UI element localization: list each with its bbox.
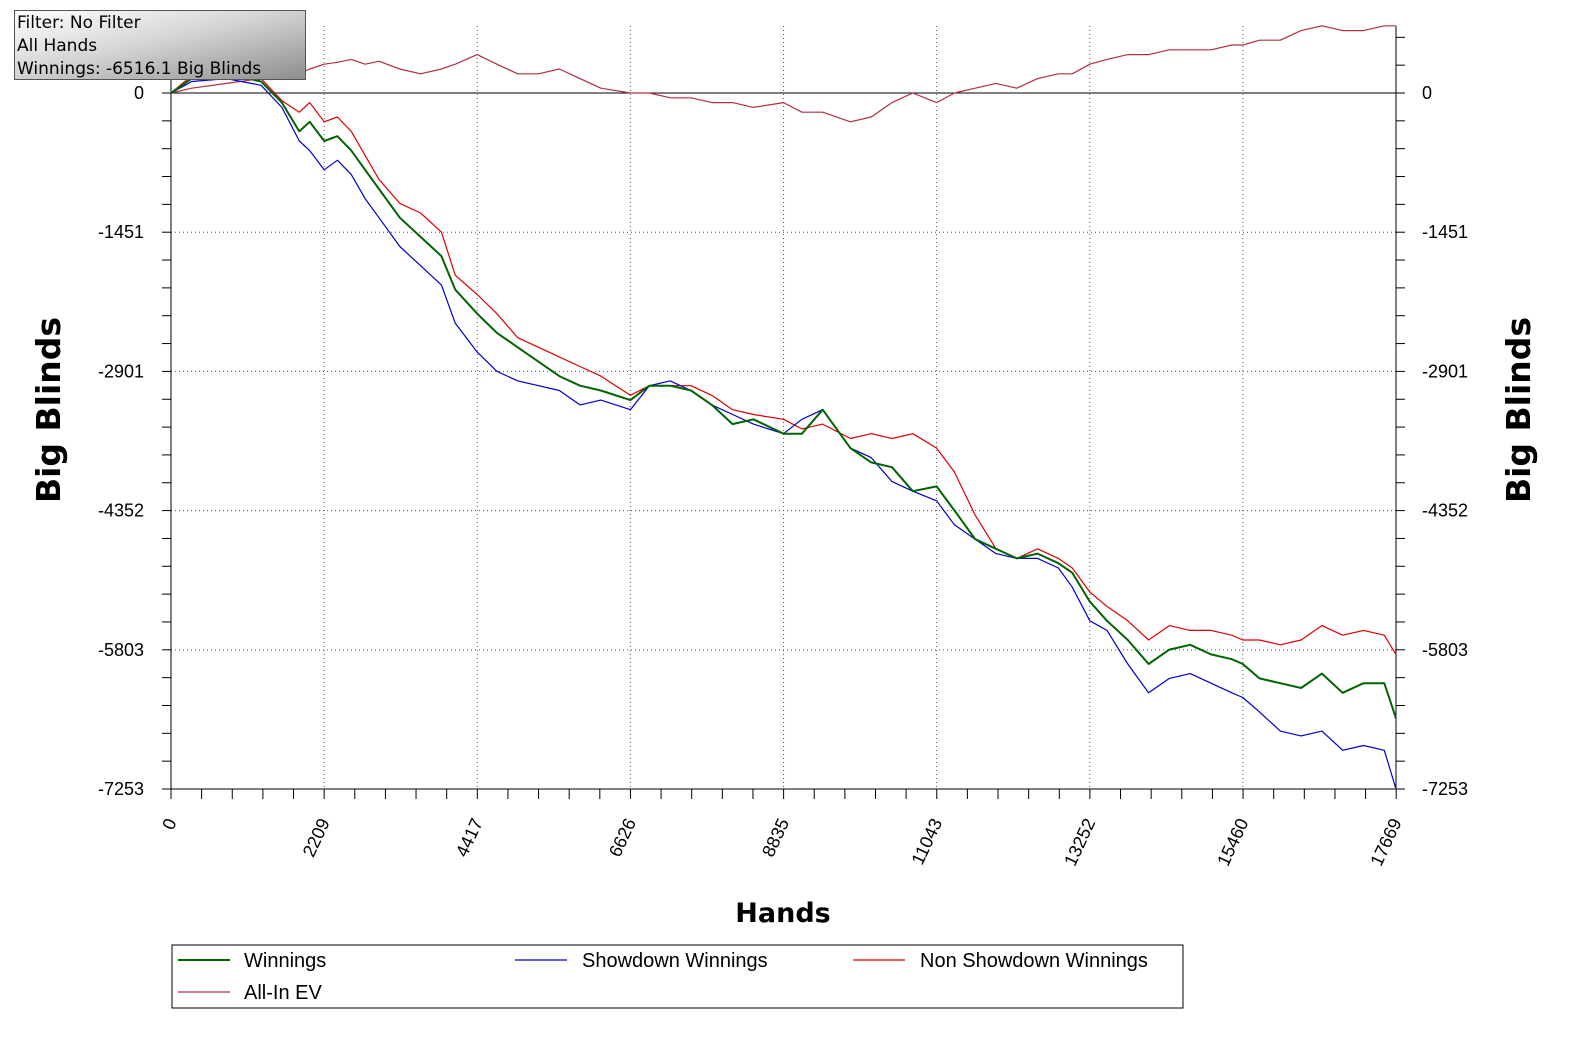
y-tick-label-left: -2901 bbox=[98, 361, 144, 381]
y-axis-title-right: Big Blinds bbox=[1499, 317, 1538, 503]
y-tick-label-right: -4352 bbox=[1422, 501, 1468, 521]
y-tick-label-left: -7253 bbox=[98, 779, 144, 799]
legend-label-all-in-ev: All-In EV bbox=[244, 982, 322, 1004]
legend-label-showdown-winnings: Showdown Winnings bbox=[582, 950, 768, 972]
y-tick-label-left: -5803 bbox=[98, 640, 144, 660]
y-tick-label-left: 0 bbox=[134, 83, 144, 103]
series-lines bbox=[170, 25, 1397, 790]
y-tick-labels-left: 0 -1451 -2901 -4352 -5803 -7253 bbox=[98, 83, 144, 799]
series-line-non-showdown-winnings bbox=[170, 68, 1397, 655]
legend: Winnings Showdown Winnings Non Showdown … bbox=[171, 944, 1184, 1009]
y-tick-label-left: -4352 bbox=[98, 501, 144, 521]
filter-info-box: Filter: No Filter All Hands Winnings: -6… bbox=[14, 10, 306, 80]
y-tick-label-right: -2901 bbox=[1422, 361, 1468, 381]
y-tick-label-left: -1451 bbox=[98, 222, 144, 242]
filter-label: Filter: No Filter bbox=[17, 13, 141, 33]
hands-scope-label: All Hands bbox=[17, 36, 98, 56]
y-tick-label-right: 0 bbox=[1422, 83, 1432, 103]
y-tick-labels-right: 0 -1451 -2901 -4352 -5803 -7253 bbox=[1422, 83, 1468, 799]
winnings-summary-label: Winnings: -6516.1 Big Blinds bbox=[17, 59, 262, 79]
legend-box bbox=[171, 944, 1184, 1009]
legend-label-winnings: Winnings bbox=[244, 950, 326, 972]
y-axis-title-left: Big Blinds bbox=[29, 317, 68, 503]
series-line-all-in-ev bbox=[170, 25, 1396, 123]
y-tick-label-right: -5803 bbox=[1422, 640, 1468, 660]
y-tick-label-right: -1451 bbox=[1422, 222, 1468, 242]
series-line-winnings bbox=[170, 72, 1397, 719]
x-axis-title: Hands bbox=[735, 898, 830, 929]
y-tick-label-right: -7253 bbox=[1422, 779, 1468, 799]
grid-lines bbox=[171, 26, 1396, 789]
series-line-showdown-winnings bbox=[170, 78, 1397, 790]
legend-label-non-showdown-winnings: Non Showdown Winnings bbox=[920, 950, 1148, 972]
